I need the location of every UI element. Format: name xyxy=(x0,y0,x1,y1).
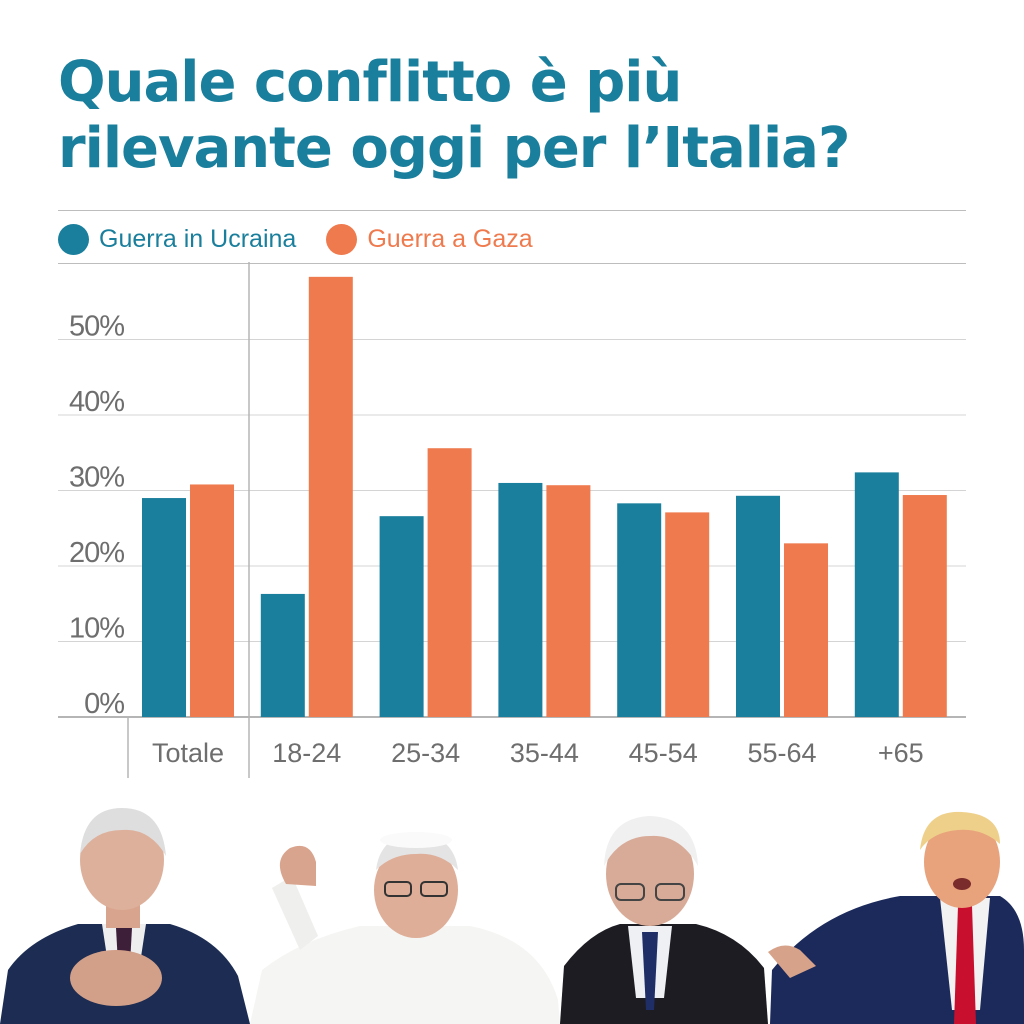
bar-chart: 0% 10% 20% 30% 40% 50% Totale 18-24 25-34 35-44 45… xyxy=(58,262,966,778)
photo-man-in-dark-suit-with-glasses xyxy=(560,816,768,1024)
bar xyxy=(379,516,424,717)
x-tick-label: 55-64 xyxy=(747,738,816,768)
y-tick-label: 20% xyxy=(69,537,124,569)
top-divider xyxy=(58,210,966,211)
bar xyxy=(784,543,828,717)
chart-title-line-2: rilevante oggi per l’Italia? xyxy=(58,116,850,181)
y-tick-label: 50% xyxy=(69,311,124,343)
legend-label-gaza: Guerra a Gaza xyxy=(367,224,533,253)
chart-title-line-1: Quale conflitto è più xyxy=(58,50,682,115)
bar xyxy=(308,276,353,717)
y-tick-label: 30% xyxy=(69,462,124,494)
x-tick-label: Totale xyxy=(152,738,224,768)
x-tick-label: 35-44 xyxy=(510,738,579,768)
bar xyxy=(190,484,234,717)
legend-swatch-ukraine xyxy=(58,223,89,255)
bar xyxy=(736,495,780,717)
bar xyxy=(260,593,305,717)
y-tick-label: 0% xyxy=(84,688,124,720)
bar xyxy=(854,472,899,717)
legend-label-ukraine: Guerra in Ucraina xyxy=(99,224,297,253)
x-tick-label: 45-54 xyxy=(629,738,698,768)
legend: Guerra in Ucraina Guerra a Gaza xyxy=(58,222,563,256)
photo-man-in-navy-suit-head-bowed xyxy=(0,808,250,1024)
y-tick-label: 10% xyxy=(69,613,124,645)
legend-item-gaza: Guerra a Gaza xyxy=(326,223,533,255)
bar xyxy=(617,503,662,717)
bar xyxy=(427,448,472,717)
photo-strip xyxy=(0,808,1024,1024)
legend-divider xyxy=(58,263,966,264)
x-tick-label: 25-34 xyxy=(391,738,460,768)
bar xyxy=(498,482,543,717)
legend-swatch-gaza xyxy=(326,223,358,255)
bar xyxy=(665,512,710,717)
x-tick-label: +65 xyxy=(878,738,924,768)
x-tick-label: 18-24 xyxy=(272,738,341,768)
photo-man-in-navy-suit-red-tie-speaking xyxy=(768,811,1024,1024)
chart-title: Quale conflitto è più rilevante oggi per… xyxy=(58,50,998,182)
y-tick-label: 40% xyxy=(69,386,124,418)
bar xyxy=(546,485,591,717)
bar xyxy=(142,498,186,717)
photo-man-in-white-cassock-waving xyxy=(250,832,560,1024)
bar xyxy=(902,495,947,717)
legend-item-ukraine: Guerra in Ucraina xyxy=(58,223,297,255)
